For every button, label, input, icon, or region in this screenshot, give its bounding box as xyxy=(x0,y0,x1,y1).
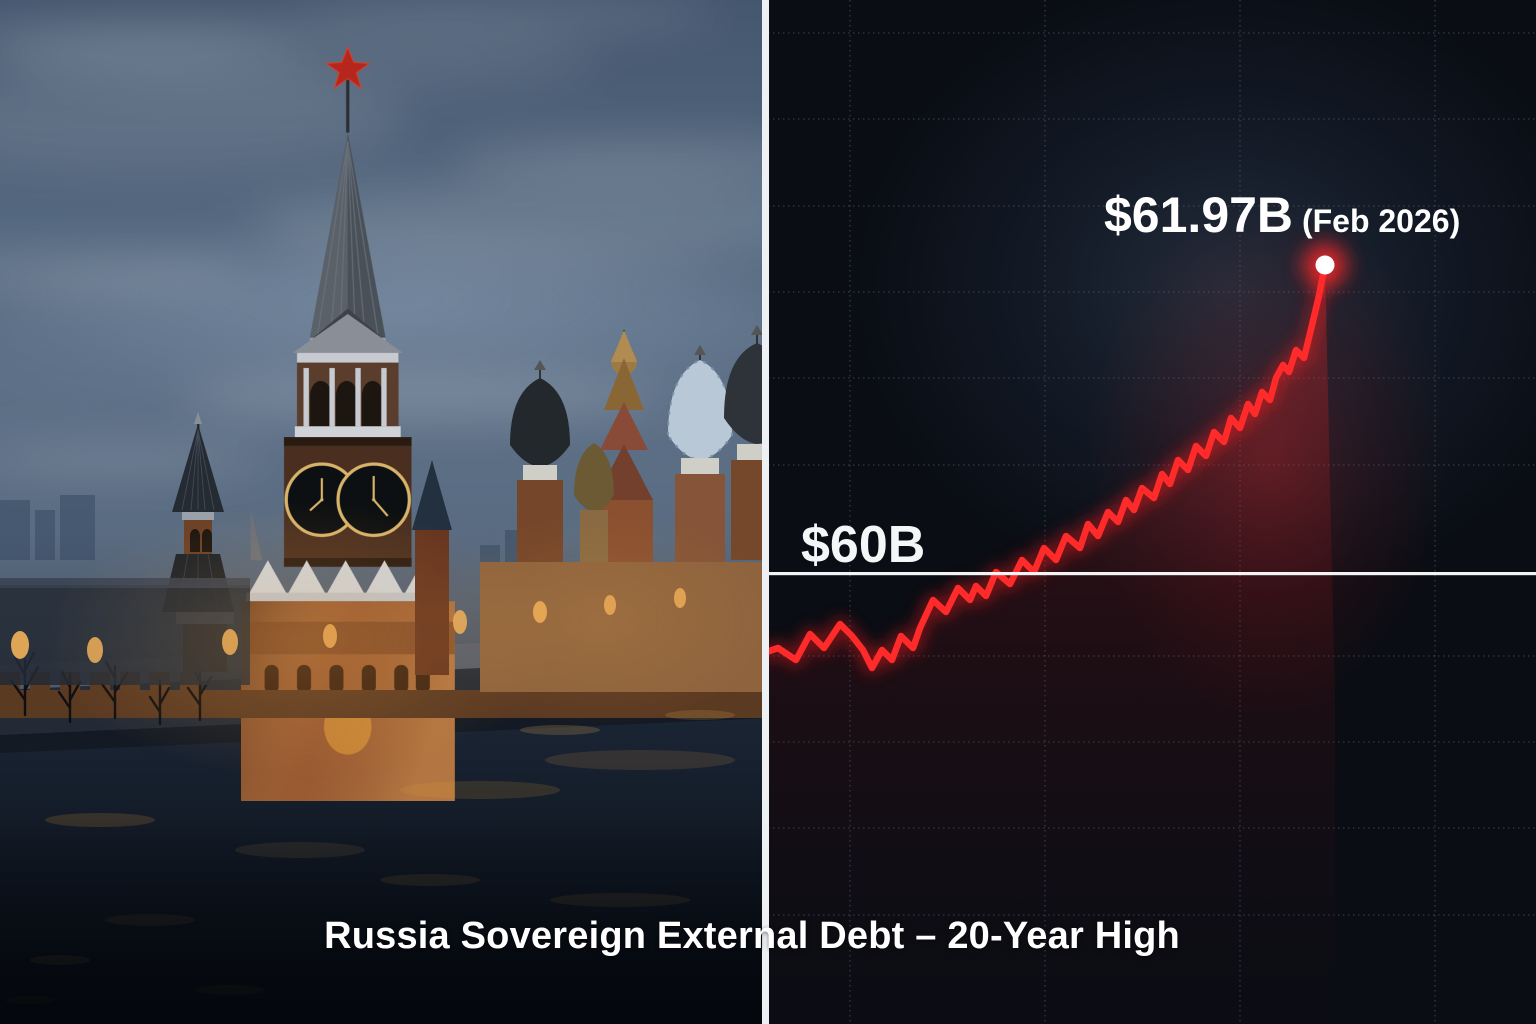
svg-text:$60B: $60B xyxy=(801,516,925,574)
